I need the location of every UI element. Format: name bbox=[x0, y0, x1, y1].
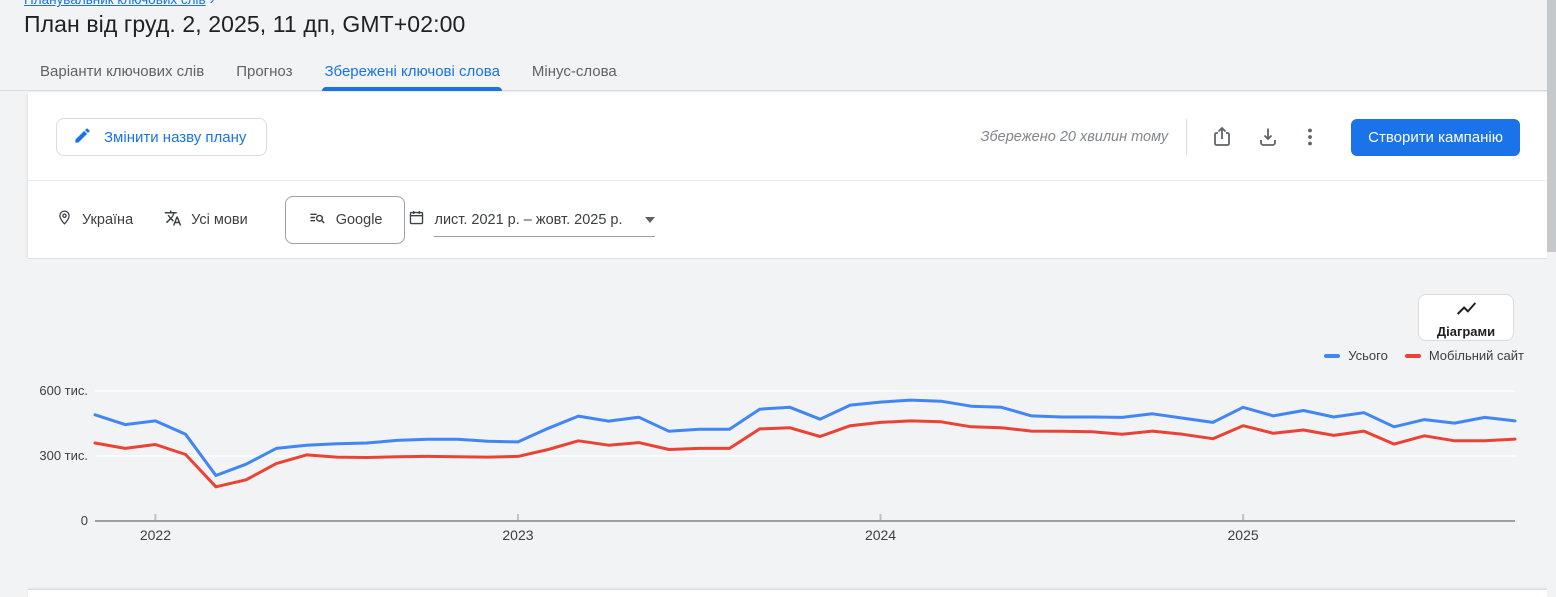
search-network-icon bbox=[308, 208, 327, 231]
pencil-icon bbox=[73, 126, 92, 149]
legend-item-total[interactable]: Усього bbox=[1324, 348, 1388, 363]
more-vert-icon bbox=[1298, 125, 1322, 149]
tab-bar: Варіанти ключових слів Прогноз Збережені… bbox=[24, 52, 633, 91]
filter-row: Україна Усі мови Google лист. 2021 р. – … bbox=[28, 181, 1548, 258]
diagrams-button[interactable]: Діаграми bbox=[1418, 294, 1514, 341]
chart-legend: Усього Мобільний сайт bbox=[1324, 348, 1524, 363]
y-axis-tick-label: 0 bbox=[0, 513, 88, 528]
location-filter-label: Україна bbox=[82, 212, 133, 228]
breadcrumb: Планувальник ключових слів › bbox=[24, 0, 444, 9]
legend-label-total: Усього bbox=[1348, 348, 1388, 363]
y-axis-tick-label: 300 тис. bbox=[0, 448, 88, 463]
legend-swatch-total bbox=[1324, 354, 1340, 358]
location-pin-icon bbox=[56, 209, 73, 230]
legend-label-mobile: Мобільний сайт bbox=[1429, 348, 1524, 363]
next-card-top-edge bbox=[28, 589, 1548, 597]
chevron-down-icon bbox=[645, 217, 655, 223]
date-range-label: лист. 2021 р. – жовт. 2025 р. bbox=[434, 212, 622, 228]
saved-status: Збережено 20 хвилин тому bbox=[981, 129, 1169, 145]
download-icon bbox=[1256, 125, 1280, 149]
language-filter-label: Усі мови bbox=[191, 212, 248, 228]
traffic-line-chart bbox=[0, 259, 1556, 588]
network-filter-label: Google bbox=[336, 212, 383, 228]
rename-plan-label: Змінити назву плану bbox=[104, 129, 246, 146]
plan-card: Змінити назву плану Збережено 20 хвилин … bbox=[28, 92, 1548, 258]
scrollbar-track[interactable] bbox=[1547, 0, 1556, 597]
scrollbar-thumb[interactable] bbox=[1547, 0, 1556, 252]
tab-forecast[interactable]: Прогноз bbox=[220, 52, 308, 91]
x-axis-tick-label: 2025 bbox=[1213, 527, 1273, 543]
calendar-icon bbox=[408, 209, 425, 230]
location-filter[interactable]: Україна bbox=[56, 209, 133, 230]
more-options-button[interactable] bbox=[1291, 118, 1329, 156]
network-filter[interactable]: Google bbox=[285, 196, 406, 244]
toolbar-row: Змінити назву плану Збережено 20 хвилин … bbox=[28, 92, 1548, 180]
rename-plan-button[interactable]: Змінити назву плану bbox=[56, 118, 267, 156]
share-button[interactable] bbox=[1199, 118, 1245, 156]
x-axis-tick-label: 2024 bbox=[851, 527, 911, 543]
x-axis-tick-label: 2023 bbox=[488, 527, 548, 543]
breadcrumb-keyword-planner-link[interactable]: Планувальник ключових слів bbox=[24, 0, 206, 7]
tab-negative-keywords[interactable]: Мінус-слова bbox=[516, 52, 633, 91]
language-filter[interactable]: Усі мови bbox=[164, 209, 248, 231]
x-axis-tick-label: 2022 bbox=[125, 527, 185, 543]
toolbar-divider bbox=[1186, 119, 1187, 155]
download-button[interactable] bbox=[1245, 118, 1291, 156]
tab-saved-keywords[interactable]: Збережені ключові слова bbox=[308, 52, 515, 91]
trending-chart-icon bbox=[1455, 297, 1478, 323]
page-header: Планувальник ключових слів › План від гру… bbox=[0, 0, 1548, 91]
share-icon bbox=[1210, 125, 1234, 149]
y-axis-tick-label: 600 тис. bbox=[0, 383, 88, 398]
legend-swatch-mobile bbox=[1405, 354, 1421, 358]
diagrams-button-label: Діаграми bbox=[1437, 324, 1495, 339]
legend-item-mobile[interactable]: Мобільний сайт bbox=[1405, 348, 1524, 363]
page-title: План від груд. 2, 2025, 11 дп, GMT+02:00 bbox=[24, 11, 465, 38]
create-campaign-button[interactable]: Створити кампанію bbox=[1351, 119, 1520, 156]
translate-icon bbox=[164, 209, 182, 231]
date-range-filter[interactable]: лист. 2021 р. – жовт. 2025 р. bbox=[408, 209, 654, 230]
chart-section: 0 300 тис. 600 тис. 2022 2023 2024 2025 Діагр… bbox=[0, 259, 1556, 588]
breadcrumb-separator: › bbox=[210, 0, 215, 7]
tab-keyword-ideas[interactable]: Варіанти ключових слів bbox=[24, 52, 220, 91]
